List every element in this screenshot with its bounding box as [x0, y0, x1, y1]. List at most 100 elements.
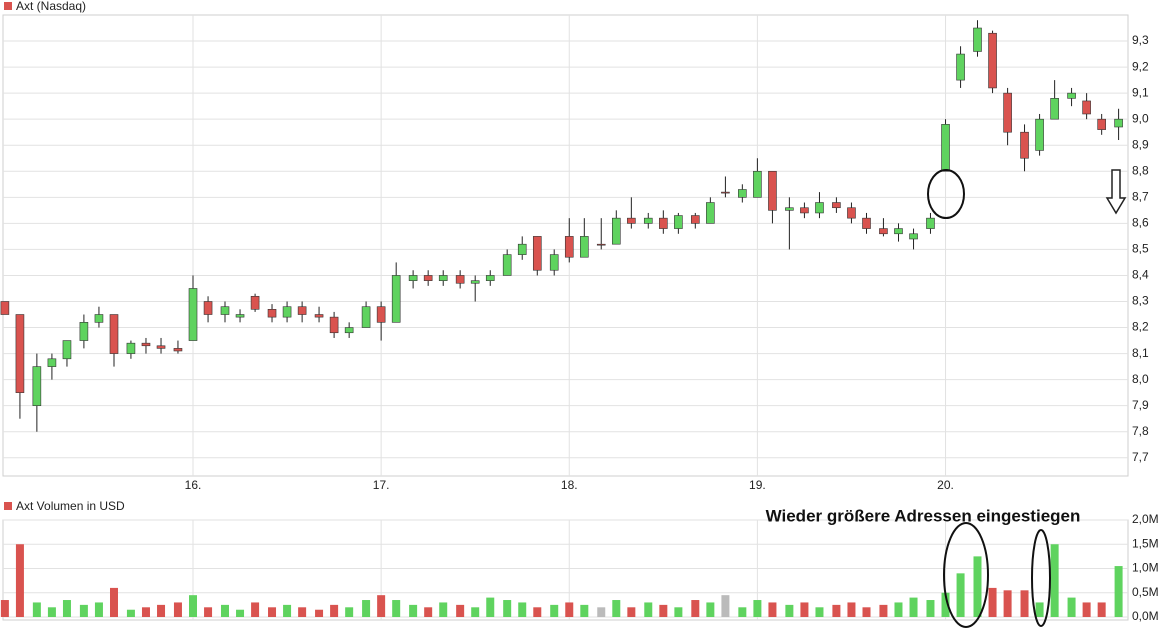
- y-tick-label: 7,7: [1132, 450, 1149, 464]
- volume-bar: [768, 602, 777, 617]
- x-tick-label: 20.: [937, 478, 954, 492]
- x-tick-label: 16.: [185, 478, 202, 492]
- candle-body: [62, 340, 72, 360]
- candle-body: [485, 275, 495, 281]
- candle-body: [659, 217, 668, 229]
- x-tick-label: 17.: [373, 478, 390, 492]
- candle-body: [32, 366, 42, 406]
- candle-body: [297, 306, 307, 315]
- volume-bar: [956, 573, 965, 617]
- volume-bar: [659, 604, 668, 617]
- legend-swatch: [4, 2, 12, 10]
- volume-bar: [1097, 602, 1106, 617]
- volume-bar: [862, 607, 871, 617]
- volume-bar: [141, 607, 150, 617]
- volume-bar: [674, 607, 683, 617]
- candle-body: [423, 275, 433, 281]
- x-tick-label: 19.: [749, 478, 766, 492]
- volume-bar: [753, 600, 762, 617]
- volume-bar: [832, 604, 841, 617]
- volume-bar: [94, 602, 103, 617]
- y-tick-label: 8,0: [1132, 372, 1149, 386]
- plot-layer: 7,7 7,8 7,9 8,0 8,1 8,2 8,3 8,4 8,5 8,6 8,7 8,8 8,9 9…: [0, 15, 1159, 623]
- volume-bar: [79, 604, 88, 617]
- candle-body: [235, 314, 245, 318]
- candle-body: [376, 306, 386, 323]
- annotation: Wieder größere Adressen eingestiegen: [766, 506, 1081, 525]
- candle-body: [1082, 100, 1091, 115]
- volume-bar: [439, 602, 448, 617]
- candle-body: [706, 202, 715, 224]
- volume-bar: [204, 607, 213, 617]
- volume-bar: [926, 600, 935, 617]
- candle-body: [408, 275, 418, 281]
- volume-bar: [424, 607, 433, 617]
- candle-body: [674, 215, 683, 229]
- candle-body: [847, 207, 856, 219]
- volume-bar: [486, 597, 495, 617]
- y-tick-label: 9,0: [1132, 111, 1149, 125]
- volume-bar: [0, 600, 9, 617]
- volume-bar: [1114, 566, 1123, 617]
- volume-bar: [126, 609, 135, 617]
- volume-bar: [988, 587, 997, 617]
- volume-bar: [268, 607, 277, 617]
- volume-bar: [471, 607, 480, 617]
- price-title: Axt (Nasdaq): [16, 0, 86, 13]
- candle-body: [941, 124, 950, 172]
- candle-body: [611, 217, 621, 245]
- candle-body: [203, 301, 213, 315]
- volume-bar: [236, 609, 245, 617]
- y-tick-label: 8,3: [1132, 294, 1149, 308]
- volume-bar: [550, 604, 559, 617]
- legend-swatch: [4, 502, 12, 510]
- volume-bar: [800, 602, 809, 617]
- down-arrow: [1105, 169, 1127, 215]
- y-tick-label: 8,2: [1132, 320, 1149, 334]
- volume-bar: [345, 607, 354, 617]
- volume-bar: [1067, 597, 1076, 617]
- candle-body: [47, 358, 57, 367]
- candle-body: [79, 322, 89, 341]
- volume-bar: [847, 602, 856, 617]
- y-tick-label: 2,0M: [1132, 512, 1159, 526]
- volume-bar: [251, 602, 260, 617]
- candle-body: [126, 342, 136, 354]
- volume-bar: [941, 592, 950, 617]
- candle-body: [15, 314, 25, 393]
- candle-body: [282, 306, 292, 318]
- candle-body: [753, 170, 762, 198]
- volume-bar: [298, 607, 307, 617]
- candle-body: [879, 228, 888, 235]
- candle-body: [721, 191, 730, 194]
- candle-body: [549, 254, 559, 271]
- volume-bar: [109, 587, 118, 617]
- candle-body: [532, 236, 542, 271]
- candle-body: [502, 254, 512, 276]
- y-tick-label: 0,5M: [1132, 585, 1159, 599]
- candle-body: [1067, 92, 1076, 99]
- volume-bar: [533, 607, 542, 617]
- y-tick-label: 7,8: [1132, 424, 1149, 438]
- candle-body: [94, 314, 104, 323]
- candle-body: [956, 53, 965, 81]
- candle-body: [173, 348, 183, 352]
- volume-bar: [15, 544, 24, 617]
- candle-body: [691, 215, 700, 224]
- candle-body: [1114, 118, 1123, 128]
- price-frame: [2, 14, 1129, 477]
- candle-body: [564, 236, 574, 258]
- y-tick-label: 8,8: [1132, 163, 1149, 177]
- volume-bar: [456, 604, 465, 617]
- candle-body: [926, 217, 935, 229]
- volume-bar: [644, 602, 653, 617]
- volume-bar: [47, 607, 56, 617]
- candle-body: [738, 189, 747, 198]
- y-tick-label: 1,0M: [1132, 561, 1159, 575]
- volume-title: Axt Volumen in USD: [16, 499, 125, 513]
- y-tick-label: 8,4: [1132, 268, 1149, 282]
- candle-body: [988, 32, 997, 89]
- volume-bar: [62, 600, 71, 617]
- volume-bar: [721, 595, 730, 617]
- volume-bar: [565, 602, 574, 617]
